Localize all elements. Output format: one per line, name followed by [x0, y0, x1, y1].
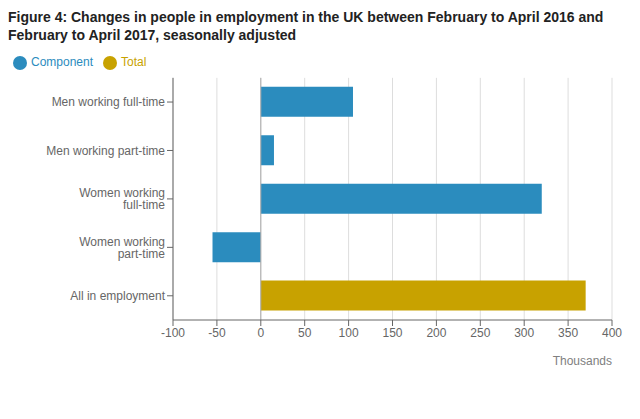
svg-text:-50: -50	[208, 326, 226, 340]
svg-text:50: 50	[298, 326, 312, 340]
svg-text:200: 200	[426, 326, 446, 340]
svg-text:150: 150	[382, 326, 402, 340]
svg-text:Men working part-time: Men working part-time	[46, 144, 165, 158]
svg-text:Thousands: Thousands	[553, 354, 612, 368]
svg-text:300: 300	[514, 326, 534, 340]
svg-text:0: 0	[257, 326, 264, 340]
svg-text:Men working full-time: Men working full-time	[52, 95, 166, 109]
svg-text:Women workingfull-time: Women workingfull-time	[79, 186, 165, 212]
svg-text:Women workingpart-time: Women workingpart-time	[79, 235, 165, 261]
svg-text:400: 400	[602, 326, 622, 340]
svg-text:250: 250	[470, 326, 490, 340]
html-text:Figure 4: Changes in people in: Figure 4: Changes in people in employmen…	[8, 9, 604, 43]
html-text:Component: Component	[31, 55, 93, 69]
svg-text:-100: -100	[161, 326, 185, 340]
html-text:Total: Total	[121, 55, 147, 69]
svg-text:100: 100	[339, 326, 359, 340]
svg-text:350: 350	[558, 326, 578, 340]
svg-text:All in employment: All in employment	[70, 289, 165, 303]
